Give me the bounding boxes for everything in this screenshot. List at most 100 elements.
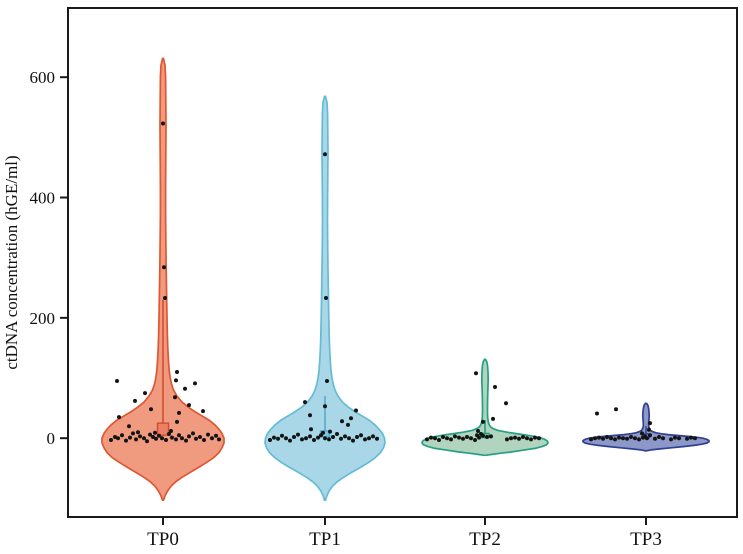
data-point-tp2 [433,436,437,441]
data-point-tp0 [116,436,120,441]
data-point-tp3 [677,436,681,441]
data-point-tp2 [491,416,495,421]
data-point-tp1 [327,437,331,442]
data-point-tp1 [339,436,343,441]
data-point-tp0 [184,438,188,443]
data-point-tp0 [120,433,124,438]
data-point-tp1 [300,437,304,442]
data-point-tp2 [509,436,513,441]
violin-tp2 [421,358,549,457]
data-point-tp3 [621,436,625,441]
data-point-tp1 [371,434,375,439]
y-tick-label: 0 [47,429,56,448]
data-point-tp0 [157,433,161,438]
data-point-tp1 [309,427,313,432]
data-point-tp1 [346,422,350,427]
data-point-tp0 [161,121,165,126]
data-point-tp0 [151,435,155,439]
data-point-tp0 [170,435,174,440]
median-box-tp0 [156,422,170,436]
x-tick-label: TP1 [309,529,341,550]
data-point-tp1 [268,438,272,442]
data-point-tp1 [312,438,316,442]
data-point-tp2 [429,435,433,440]
data-point-tp0 [202,438,206,442]
data-point-tp1 [296,432,300,437]
data-point-tp3 [647,427,651,432]
y-tick-label: 400 [30,189,56,208]
data-point-tp1 [367,436,371,441]
data-point-tp0 [149,407,153,412]
data-point-tp3 [648,433,652,438]
data-point-tp2 [493,385,497,389]
data-point-tp0 [174,378,178,383]
data-point-tp1 [321,430,325,435]
data-point-tp3 [609,436,613,441]
data-point-tp1 [324,296,328,300]
data-point-tp3 [657,435,661,439]
data-point-tp0 [128,435,132,440]
data-point-tp2 [449,437,453,442]
data-point-tp0 [154,436,158,441]
data-point-tp3 [653,436,657,441]
data-point-tp2 [445,436,449,441]
data-point-tp0 [187,434,191,439]
data-point-tp1 [284,436,288,441]
data-point-tp2 [505,437,509,442]
data-point-tp2 [513,435,517,440]
data-point-tp3 [661,436,665,441]
data-point-tp0 [124,438,128,443]
data-point-tp2 [537,436,541,441]
data-point-tp1 [347,436,351,441]
data-point-tp1 [304,436,308,441]
data-point-tp3 [589,437,593,442]
data-point-tp3 [643,434,647,439]
data-point-tp1 [280,433,284,438]
data-point-tp1 [375,436,379,441]
data-point-tp3 [689,435,693,440]
data-point-tp1 [288,438,292,443]
data-point-tp3 [601,436,605,441]
data-point-tp0 [138,434,142,439]
data-point-tp0 [174,437,178,442]
data-point-tp3 [633,436,637,441]
x-tick-label: TP0 [147,529,179,550]
data-point-tp0 [177,410,181,415]
data-point-tp0 [187,403,191,408]
data-point-tp2 [521,435,525,439]
data-point-tp1 [328,429,332,434]
data-point-tp1 [343,434,347,439]
data-point-tp1 [331,435,335,439]
data-point-tp2 [533,435,537,440]
data-point-tp0 [160,436,164,441]
data-point-tp0 [167,432,171,436]
data-point-tp0 [115,379,119,383]
data-point-tp2 [489,434,493,439]
data-point-tp2 [437,438,441,442]
data-point-tp1 [308,413,312,418]
data-point-tp0 [169,429,173,433]
data-point-tp2 [441,435,445,439]
data-point-tp2 [457,435,461,440]
data-point-tp0 [180,436,184,441]
data-point-tp0 [153,430,157,435]
axes-frame [67,7,738,518]
data-point-tp3 [629,435,633,439]
data-point-tp2 [481,419,485,424]
data-point-tp0 [206,432,210,437]
data-point-tp0 [127,424,131,429]
data-point-tp0 [217,437,221,442]
data-point-tp0 [134,437,138,442]
data-point-tp0 [191,431,195,436]
data-point-tp1 [363,437,367,442]
data-point-tp1 [323,152,327,157]
data-point-tp0 [214,433,218,438]
data-point-tp1 [351,438,355,443]
data-point-tp3 [648,421,652,426]
y-tick-label: 200 [30,309,56,328]
data-point-tp2 [476,429,480,433]
data-point-tp3 [614,407,618,412]
data-point-tp0 [109,438,113,442]
